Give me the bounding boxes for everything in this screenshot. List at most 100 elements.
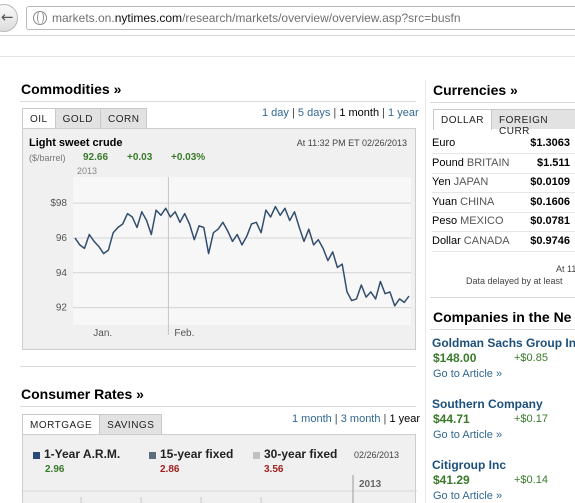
company-article-link[interactable]: Go to Article » <box>433 490 503 502</box>
chart-timestamp: At 11:32 PM ET 02/26/2013 <box>296 138 407 148</box>
currency-name: Dollar CANADA <box>432 235 510 247</box>
company-article-link[interactable]: Go to Article » <box>433 368 503 380</box>
tab-gold[interactable]: GOLD <box>54 108 101 128</box>
company-change: +$0.14 <box>514 474 548 486</box>
currency-label: Yuan <box>432 195 458 208</box>
companies-divider <box>430 329 575 330</box>
mortgage-rates-panel: 1-Year A.R.M. 2.96 15-year fixed 2.86 30… <box>22 434 417 503</box>
range-3-month-rates[interactable]: 3 month <box>340 413 381 425</box>
chart-percent-change: +0.03% <box>171 152 206 163</box>
currency-row-divider <box>432 231 575 233</box>
currency-delay-note: Data delayed by at least <box>466 276 563 286</box>
globe-icon <box>33 11 47 25</box>
currency-row-divider <box>432 192 575 194</box>
back-arrow-icon: ← <box>1 8 14 26</box>
rates-date: 02/26/2013 <box>354 450 400 460</box>
currency-country: CHINA <box>460 195 495 208</box>
currency-name: Yuan CHINA <box>432 196 494 208</box>
address-bar[interactable]: markets.on.nytimes.com/research/markets/… <box>26 6 575 30</box>
chart-year-label: 2013 <box>77 166 98 176</box>
url-path: /research/markets/overview/overview.asp?… <box>182 11 461 25</box>
currency-country: BRITAIN <box>466 156 510 169</box>
currency-label: Dollar <box>432 235 461 247</box>
currency-country: JAPAN <box>453 176 489 189</box>
commodities-title[interactable]: Commodities » <box>21 81 122 97</box>
currency-name: Peso MEXICO <box>432 215 504 227</box>
currency-row: Yuan CHINA $0.1606 <box>432 193 575 213</box>
currency-value: $0.0109 <box>530 176 570 189</box>
companies-top-divider <box>430 297 575 298</box>
tab-corn[interactable]: CORN <box>99 108 148 128</box>
url-prefix: markets.on. <box>52 11 115 25</box>
currencies-title[interactable]: Currencies » <box>433 82 518 98</box>
tab-savings[interactable]: SAVINGS <box>99 414 163 434</box>
tab-foreign-currency[interactable]: FOREIGN CURR <box>491 109 575 137</box>
consumer-rates-range-links: 1 month | 3 month | 1 year <box>292 413 421 425</box>
currency-row: Pound BRITAIN $1.511 <box>432 154 575 174</box>
company-name[interactable]: Southern Company <box>432 397 543 411</box>
range-1-month-rates[interactable]: 1 month <box>292 413 332 425</box>
currency-name: Euro <box>432 137 455 149</box>
currency-name: Pound BRITAIN <box>432 157 509 169</box>
rates-year-label: 2013 <box>359 479 382 490</box>
chart-x-tick-label: Jan. <box>93 328 112 339</box>
currency-value: $0.9746 <box>530 235 570 247</box>
range-1-month[interactable]: 1 month <box>339 107 380 119</box>
currency-row: Peso MEXICO $0.0781 <box>432 212 575 232</box>
tab-mortgage[interactable]: MORTGAGE <box>22 414 101 435</box>
currency-value: $1.511 <box>536 156 570 169</box>
currency-row: Dollar CANADA $0.9746 <box>432 232 575 252</box>
currency-name: Yen JAPAN <box>432 176 488 188</box>
url-domain: nytimes.com <box>114 11 183 25</box>
crude-price-line <box>74 205 410 307</box>
currency-label: Euro <box>432 137 456 149</box>
consumer-rates-title[interactable]: Consumer Rates » <box>21 386 144 402</box>
chart-y-tick-label: 96 <box>56 233 68 244</box>
page-top-divider <box>0 56 575 57</box>
browser-toolbar: ← markets.on.nytimes.com/research/market… <box>0 0 575 36</box>
currency-value: $0.1606 <box>530 195 570 208</box>
chart-y-tick-label: $98 <box>50 198 67 209</box>
legend-arm-value: 2.96 <box>45 464 65 475</box>
legend-arm-label: 1-Year A.R.M. <box>44 447 121 461</box>
range-1-day[interactable]: 1 day <box>262 107 289 119</box>
currency-row-divider <box>432 211 575 213</box>
currency-label: Peso <box>432 215 458 228</box>
crude-chart-panel: Light sweet crude ($/barrel) 92.66 +0.03… <box>22 128 416 350</box>
currency-country: MEXICO <box>460 215 504 228</box>
range-1-year[interactable]: 1 year <box>388 107 419 119</box>
currency-row: Yen JAPAN $0.0109 <box>432 173 575 193</box>
company-price: $41.29 <box>433 473 470 487</box>
currency-country: CANADA <box>463 235 510 247</box>
companies-title[interactable]: Companies in the Ne <box>433 309 572 325</box>
tab-dollar[interactable]: DOLLAR <box>433 109 493 130</box>
legend-marker-30yr <box>253 452 260 459</box>
legend-30yr-value: 3.56 <box>264 464 284 475</box>
chart-change: +0.03 <box>127 152 153 163</box>
currencies-divider <box>430 102 575 103</box>
currency-row-divider <box>432 251 575 252</box>
company-name[interactable]: Goldman Sachs Group Inc <box>432 336 575 350</box>
legend-30yr-label: 30-year fixed <box>264 447 338 461</box>
currency-row: Euro $1.3063 <box>432 134 575 154</box>
currency-value: $1.3063 <box>530 137 570 149</box>
currency-timestamp: At 11 <box>556 264 575 274</box>
mortgage-chart-area <box>23 475 417 503</box>
company-name[interactable]: Citigroup Inc <box>432 458 506 472</box>
range-1-year-rates[interactable]: 1 year <box>389 413 421 425</box>
crude-price-chart: $98 96 94 92 Jan. Feb. <box>50 177 411 339</box>
url-text: markets.on.nytimes.com/research/markets/… <box>52 11 461 25</box>
commodities-range-links: 1 day | 5 days | 1 month | 1 year <box>262 107 419 119</box>
currencies-tabs: DOLLAR FOREIGN CURR <box>433 109 575 137</box>
chart-plot-area <box>73 177 411 325</box>
company-article-link[interactable]: Go to Article » <box>433 429 503 441</box>
tab-oil[interactable]: OIL <box>22 108 56 129</box>
chart-y-tick-label: 92 <box>56 303 68 314</box>
back-button[interactable]: ← <box>0 4 18 32</box>
currency-label: Yen <box>432 176 451 189</box>
consumer-rates-top-divider <box>20 366 416 367</box>
currency-value: $0.0781 <box>530 215 570 228</box>
range-5-days[interactable]: 5 days <box>297 107 331 119</box>
legend-marker-arm <box>33 452 40 459</box>
chart-x-tick-label: Feb. <box>174 328 194 339</box>
